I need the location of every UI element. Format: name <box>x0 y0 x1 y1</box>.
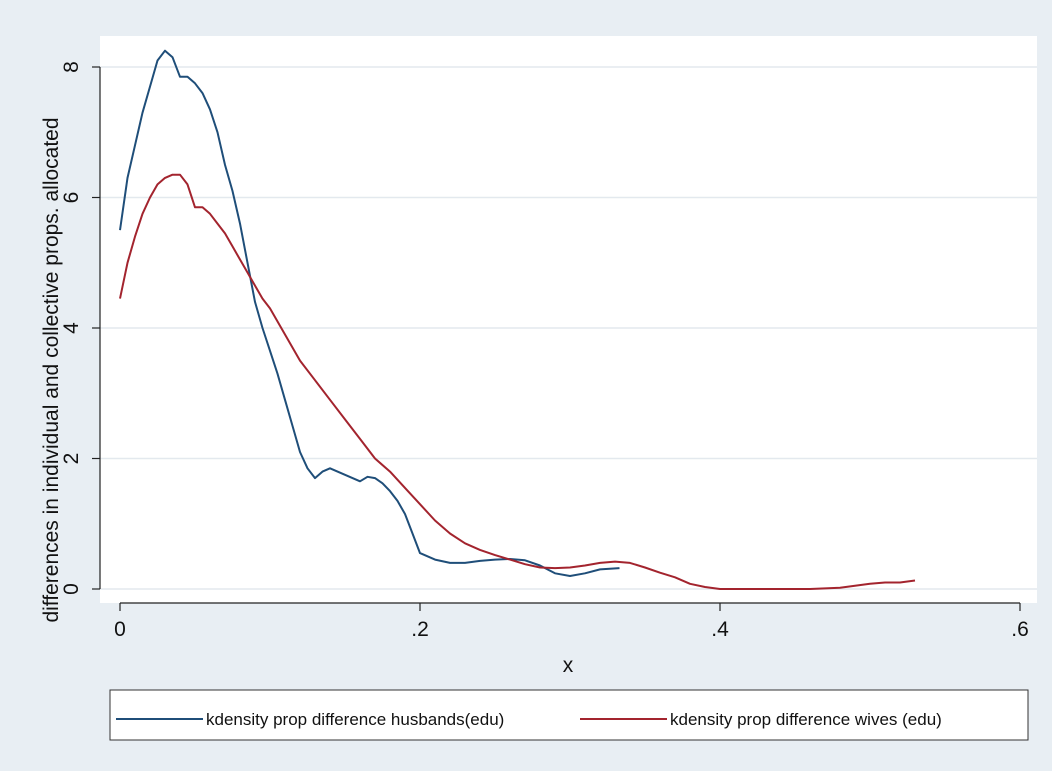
legend-label-wives: kdensity prop difference wives (edu) <box>670 710 942 729</box>
x-tick-label-1: .2 <box>411 618 429 641</box>
legend-box <box>109 689 1029 741</box>
y-tick-label-0: 0 <box>60 583 83 595</box>
x-axis-label: x <box>563 654 574 677</box>
gridlines <box>100 66 1037 590</box>
series-group <box>119 49 916 590</box>
plot-area <box>100 36 1037 603</box>
series-line-0 <box>119 49 620 577</box>
y-tick-label-4: 8 <box>60 61 83 73</box>
x-tick-label-0: 0 <box>114 618 126 641</box>
series-line-1 <box>119 173 916 590</box>
y-axis-label: differences in individual and collective… <box>40 117 63 622</box>
y-tick-label-2: 4 <box>60 322 83 334</box>
x-tick-label-3: .6 <box>1011 618 1029 641</box>
legend: kdensity prop difference husbands(edu) k… <box>109 689 1029 741</box>
y-tick-label-1: 2 <box>60 453 83 465</box>
x-tick-label-2: .4 <box>711 618 729 641</box>
legend-label-husbands: kdensity prop difference husbands(edu) <box>206 710 504 729</box>
y-tick-label-3: 6 <box>60 192 83 204</box>
axes: 0 2 4 6 8 0 .2 .4 .6 <box>60 61 1029 641</box>
